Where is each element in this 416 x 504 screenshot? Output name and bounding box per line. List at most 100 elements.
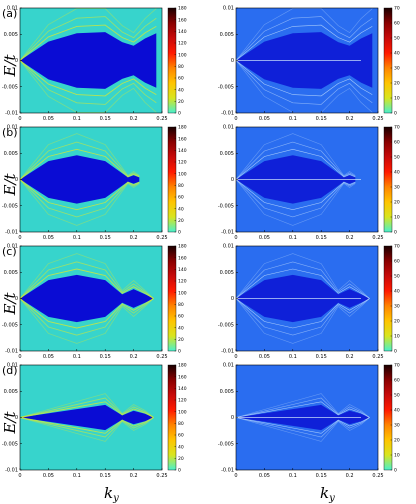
colorbar-tick-label: 180 xyxy=(178,6,187,12)
colorbar xyxy=(167,364,177,471)
colorbar-tick-label: 0 xyxy=(394,111,397,117)
spectral-arc xyxy=(236,298,370,329)
spectral-arc xyxy=(236,60,373,97)
x-tick-label: 0 xyxy=(234,235,237,241)
spectral-arc xyxy=(20,268,154,299)
x-tick-label: 0 xyxy=(18,473,21,479)
plot-area xyxy=(20,8,157,113)
x-tick-label: 0.2 xyxy=(130,473,138,479)
colorbar xyxy=(383,126,393,233)
plot-area xyxy=(236,133,361,226)
y-tick-label: 0.005 xyxy=(220,270,234,276)
colorbar-tick-label: 60 xyxy=(178,76,184,82)
colorbar-tick-label: 10 xyxy=(394,215,400,221)
spectral-arc xyxy=(236,253,370,299)
y-axis-label: E/t xyxy=(1,291,19,315)
x-tick-label: 0.15 xyxy=(100,354,111,360)
y-tick-label: -0.01 xyxy=(5,111,18,117)
colorbar-tick-label: 60 xyxy=(394,140,400,146)
spectral-arc xyxy=(20,261,154,299)
x-tick-label: 0.1 xyxy=(73,116,81,122)
panel-label: (b) xyxy=(2,126,18,139)
spectral-arc xyxy=(236,393,370,418)
colorbar-tick-label: 0 xyxy=(178,468,181,474)
spectral-arc xyxy=(236,417,370,442)
colorbar-tick-label: 70 xyxy=(394,6,400,12)
colorbar-tick-label: 10 xyxy=(394,334,400,340)
spectral-arc xyxy=(236,261,370,299)
y-tick-label: 0 xyxy=(231,58,234,64)
colorbar-tick-label: 20 xyxy=(178,218,184,224)
plot-area xyxy=(236,8,373,113)
current-panel-0: 0 0.05 0.1 0.15 0.2 0.25 0.01 0.005 0 -0.005 -0.01… xyxy=(218,6,400,122)
x-tick-label: 0.1 xyxy=(289,354,297,360)
spectral-arc xyxy=(20,298,154,329)
plot-area xyxy=(20,133,140,226)
y-tick-label: 0.01 xyxy=(7,125,18,131)
spectral-arc xyxy=(20,417,154,442)
x-tick-label: 0.05 xyxy=(259,473,270,479)
spectral-arc xyxy=(236,417,370,434)
x-tick-label: 0.2 xyxy=(346,116,354,122)
colorbar-tick-label: 40 xyxy=(394,51,400,57)
colorbar-tick-label: 80 xyxy=(178,183,184,189)
x-tick-label: 0.15 xyxy=(100,473,111,479)
gap-region xyxy=(20,274,154,323)
spectral-arc xyxy=(20,133,140,180)
gap-region xyxy=(20,32,157,89)
x-tick-label: 0.15 xyxy=(316,116,327,122)
x-tick-label: 0.05 xyxy=(43,354,54,360)
y-tick-label: 0 xyxy=(15,415,18,421)
row-1: (b)E/t0 0.05 0.1 0.15 0.2 0.250.010.0050-0.00… xyxy=(1,125,400,241)
x-tick-label: 0.15 xyxy=(100,235,111,241)
row-0: (a)E/t0 0.05 0.1 0.15 0.2 0.250.010.0050-0.00… xyxy=(1,6,400,122)
colorbar-tick-label: 120 xyxy=(178,41,187,47)
colorbar-tick-label: 140 xyxy=(178,386,187,392)
colorbar-tick-label: 20 xyxy=(394,81,400,87)
y-tick-label: 0 xyxy=(231,296,234,302)
x-tick-label: 0.25 xyxy=(372,116,383,122)
colorbar-tick-label: 0 xyxy=(178,111,181,117)
x-tick-label: 0.15 xyxy=(100,116,111,122)
x-tick-label: 0.05 xyxy=(259,116,270,122)
spectral-arc xyxy=(20,298,154,344)
y-tick-label: -0.005 xyxy=(218,203,234,209)
colorbar-tick-label: 120 xyxy=(178,398,187,404)
x-tick-label: 0 xyxy=(234,473,237,479)
spectral-arc xyxy=(236,16,373,61)
spectral-arc xyxy=(20,60,157,105)
colorbar-tick-label: 100 xyxy=(178,171,187,177)
colorbar-tick-label: 180 xyxy=(178,244,187,250)
plot-area xyxy=(20,393,154,442)
y-tick-label: 0.01 xyxy=(7,363,18,369)
spectral-arc xyxy=(20,397,154,418)
spectral-arc xyxy=(236,179,356,226)
current-panel-3: 0 0.05 0.1 0.15 0.2 0.25 0.01 0.005 0 -0.005 -0.01… xyxy=(218,363,400,479)
x-tick-label: 0.05 xyxy=(43,116,54,122)
colorbar-tick-label: 60 xyxy=(394,21,400,27)
x-tick-label: 0.15 xyxy=(316,235,327,241)
y-tick-label: -0.005 xyxy=(2,203,18,209)
colorbar-tick-label: 60 xyxy=(178,314,184,320)
y-tick-label: 0.005 xyxy=(4,389,18,395)
colorbar-tick-label: 30 xyxy=(394,423,400,429)
colorbar-tick-label: 40 xyxy=(394,170,400,176)
x-tick-label: 0.1 xyxy=(289,116,297,122)
x-tick-label: 0.2 xyxy=(346,354,354,360)
colorbar-tick-label: 30 xyxy=(394,304,400,310)
colorbar-tick-label: 180 xyxy=(178,125,187,131)
spectral-arc xyxy=(20,417,154,434)
colorbar-tick-label: 140 xyxy=(178,29,187,35)
x-tick-label: 0.25 xyxy=(372,473,383,479)
y-tick-label: -0.005 xyxy=(218,322,234,328)
y-tick-label: -0.01 xyxy=(5,230,18,236)
x-tick-label: 0.25 xyxy=(156,473,167,479)
x-tick-label: 0.25 xyxy=(372,235,383,241)
colorbar-tick-label: 20 xyxy=(394,438,400,444)
row-2: (c)E/t0 0.05 0.1 0.15 0.2 0.250.010.0050-0.00… xyxy=(1,244,400,360)
colorbar-tick-label: 40 xyxy=(178,444,184,450)
colorbar-tick-label: 0 xyxy=(178,230,181,236)
y-tick-label: -0.01 xyxy=(5,468,18,474)
x-axis-label-right: ky xyxy=(320,484,335,504)
y-tick-label: -0.005 xyxy=(2,441,18,447)
